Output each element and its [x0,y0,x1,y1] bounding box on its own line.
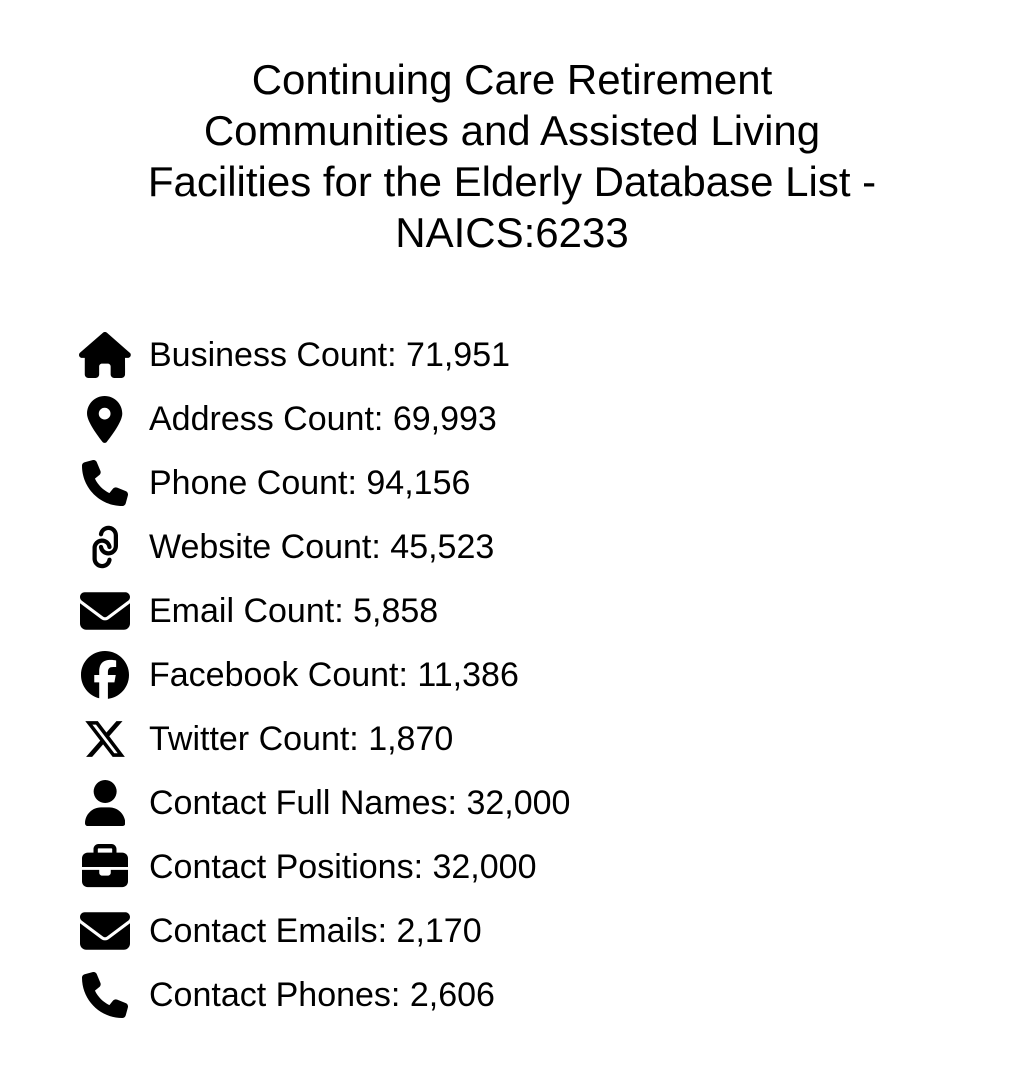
title-line: Continuing Care Retirement [251,56,773,103]
stat-label: Business Count: [149,336,397,374]
stat-value: 69,993 [392,400,497,438]
stat-text: Contact Positions: 32,000 [149,850,536,884]
stat-text: Address Count: 69,993 [149,402,497,436]
stat-label: Contact Positions: [149,848,424,886]
stat-value: 94,156 [366,464,471,502]
stat-value: 32,000 [466,784,571,822]
briefcase-icon [78,844,132,890]
stat-value: 11,386 [417,656,519,694]
stat-label: Contact Emails: [149,912,388,950]
stat-text: Phone Count: 94,156 [149,466,470,500]
stat-row: Facebook Count: 11,386 [78,643,1024,707]
stat-text: Contact Phones: 2,606 [149,978,495,1012]
stat-row: Contact Positions: 32,000 [78,835,1024,899]
stat-row: Contact Full Names: 32,000 [78,771,1024,835]
stat-value: 71,951 [406,336,511,374]
page-title: Continuing Care Retirement Communities an… [0,54,1024,258]
stat-value: 45,523 [390,528,495,566]
phone-icon [78,972,132,1018]
stat-value: 2,606 [409,976,495,1014]
stat-value: 1,870 [368,720,454,758]
location-pin-icon [78,395,132,443]
title-line: NAICS:6233 [395,209,629,256]
stat-label: Contact Phones: [149,976,401,1014]
title-line: Facilities for the Elderly Database List… [147,158,877,205]
page: Continuing Care Retirement Communities an… [0,54,1024,1078]
envelope-icon [78,586,132,636]
stat-label: Address Count: [149,400,384,438]
stat-label: Phone Count: [149,464,357,502]
stats-list: Business Count: 71,951 Address Count: 69… [78,323,1024,1027]
stat-label: Twitter Count: [149,720,359,758]
stat-row: Website Count: 45,523 [78,515,1024,579]
stat-value: 2,170 [396,912,482,950]
facebook-icon [78,651,132,699]
stat-text: Website Count: 45,523 [149,530,494,564]
stat-row: Contact Phones: 2,606 [78,963,1024,1027]
stat-value: 5,858 [353,592,439,630]
stat-row: Phone Count: 94,156 [78,451,1024,515]
stat-label: Facebook Count: [149,656,408,694]
stat-label: Email Count: [149,592,344,630]
stat-text: Contact Full Names: 32,000 [149,786,570,820]
home-icon [78,332,132,378]
x-twitter-icon [78,717,132,761]
user-icon [78,780,132,826]
stat-text: Contact Emails: 2,170 [149,914,482,948]
stat-row: Business Count: 71,951 [78,323,1024,387]
phone-icon [78,460,132,506]
envelope-icon [78,906,132,956]
title-line: Communities and Assisted Living [203,107,821,154]
stat-row: Address Count: 69,993 [78,387,1024,451]
stat-text: Facebook Count: 11,386 [149,658,519,692]
stat-row: Twitter Count: 1,870 [78,707,1024,771]
stat-value: 32,000 [432,848,537,886]
stat-text: Email Count: 5,858 [149,594,438,628]
stat-label: Website Count: [149,528,381,566]
stat-text: Business Count: 71,951 [149,338,510,372]
stat-text: Twitter Count: 1,870 [149,722,453,756]
link-icon [78,525,132,569]
stat-row: Email Count: 5,858 [78,579,1024,643]
stat-row: Contact Emails: 2,170 [78,899,1024,963]
stat-label: Contact Full Names: [149,784,457,822]
